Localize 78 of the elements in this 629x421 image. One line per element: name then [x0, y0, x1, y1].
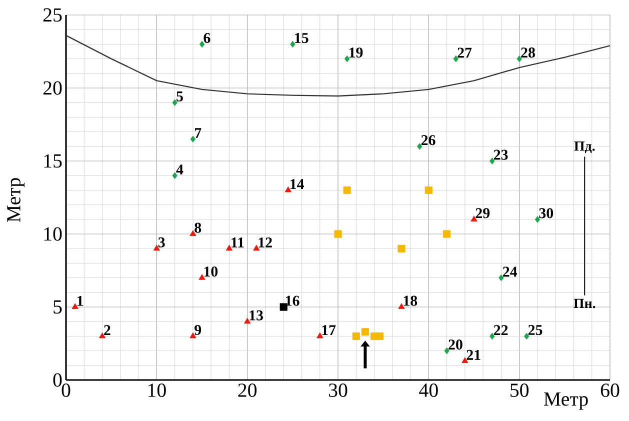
- point: [244, 318, 251, 324]
- point: [398, 244, 406, 252]
- annotation: 29: [476, 208, 490, 218]
- x-tick-label: 10: [148, 384, 166, 397]
- annotation: 30: [539, 208, 554, 218]
- point: [352, 332, 360, 340]
- point: [534, 216, 540, 223]
- annotation: 1: [77, 296, 83, 306]
- x-tick-label: 60: [600, 384, 620, 397]
- annotation: 12: [258, 238, 272, 248]
- point: [280, 303, 288, 311]
- annotation: 22: [494, 325, 508, 336]
- annotation: 26: [421, 135, 436, 146]
- point: [453, 55, 458, 62]
- y-tick-label: 5: [54, 300, 62, 314]
- annotation: 16: [286, 296, 300, 306]
- point: [417, 143, 422, 150]
- annotation: 25: [528, 324, 542, 335]
- annotation: 8: [194, 222, 202, 233]
- annotation: 19: [349, 48, 363, 58]
- annotation: 11: [232, 238, 244, 248]
- point: [424, 186, 432, 194]
- point: [361, 328, 369, 336]
- annotation: 21: [466, 350, 480, 360]
- y-tick-label: 10: [44, 227, 62, 241]
- annotation: 24: [503, 266, 518, 277]
- x-tick-label: 40: [419, 384, 438, 397]
- y-tick-label: 0: [53, 373, 62, 387]
- point: [226, 244, 233, 251]
- annotation: Пд.: [574, 142, 595, 154]
- point: [516, 55, 522, 62]
- point: [199, 40, 205, 48]
- annotation: 27: [458, 48, 472, 58]
- annotation: 13: [250, 310, 263, 320]
- annotation: 28: [521, 48, 535, 58]
- point: [316, 332, 324, 338]
- annotation: 20: [448, 340, 462, 350]
- point: [376, 332, 384, 340]
- annotation: 17: [322, 325, 336, 336]
- point: [290, 40, 296, 48]
- point: [490, 332, 495, 340]
- x-tick-label: 0: [62, 384, 70, 397]
- point: [172, 99, 178, 106]
- point: [172, 172, 178, 179]
- point: [498, 274, 504, 282]
- annotation: 3: [158, 237, 165, 248]
- point: [524, 332, 530, 340]
- point: [343, 186, 351, 194]
- x-tick-label: 30: [329, 384, 348, 397]
- annotation: 15: [295, 32, 308, 43]
- x-axis-title: Метр: [544, 392, 588, 410]
- point: [443, 230, 451, 238]
- y-tick-label: 25: [43, 8, 62, 22]
- annotation: 18: [404, 296, 418, 306]
- annotation: 10: [204, 266, 218, 277]
- annotation: 9: [194, 324, 202, 335]
- point: [153, 244, 160, 251]
- point: [72, 303, 78, 309]
- y-axis-title: Метр: [7, 178, 24, 222]
- x-tick-label: 50: [510, 384, 529, 397]
- point: [334, 230, 342, 238]
- annotation: 14: [290, 179, 304, 190]
- annotation: 23: [494, 150, 508, 160]
- annotation: 7: [194, 128, 202, 138]
- point: [344, 55, 350, 62]
- point: [490, 158, 495, 164]
- point: [253, 244, 260, 251]
- annotation: 6: [204, 32, 210, 43]
- point: [284, 186, 292, 192]
- x-tick-label: 20: [238, 384, 257, 397]
- annotation: 2: [104, 325, 110, 336]
- y-tick-label: 15: [44, 154, 62, 168]
- annotation: 4: [176, 164, 184, 174]
- annotation: 5: [176, 91, 183, 102]
- point: [190, 136, 196, 142]
- annotation: Пн.: [574, 298, 596, 308]
- point: [444, 347, 450, 354]
- y-tick-label: 20: [43, 81, 62, 95]
